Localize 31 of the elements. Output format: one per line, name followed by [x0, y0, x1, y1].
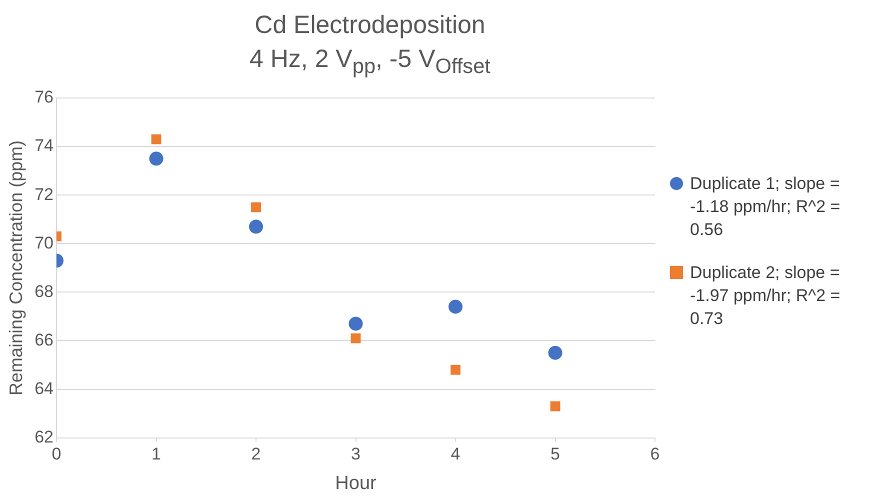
y-tick-label: 66: [34, 330, 54, 350]
point: [350, 333, 361, 344]
x-axis-title: Hour: [335, 472, 378, 494]
legend-label: Duplicate 2; slope = -1.97 ppm/hr; R^2 = 0.73: [690, 263, 840, 328]
chart-title: Cd Electrodeposition: [254, 10, 486, 41]
y-axis-title: Remaining Concentration (ppm): [6, 140, 26, 396]
x-tick-label: 3: [351, 444, 360, 464]
y-tick-label: 62: [34, 427, 54, 446]
point: [149, 152, 164, 166]
point: [251, 202, 261, 212]
x-tick-label: 6: [650, 444, 660, 464]
x-tick-label: 4: [450, 444, 460, 464]
y-tick-label: 68: [34, 282, 54, 301]
point: [448, 300, 463, 314]
y-tick-label: 72: [34, 184, 54, 204]
x-tick-label: 5: [550, 444, 560, 464]
point: [450, 364, 460, 375]
chart-subtitle: 4 Hz, 2 V$_{pp}$, -5 V$_{Offset}$: [248, 44, 492, 80]
y-tick-label: 76: [34, 88, 54, 107]
y-tick-label: 70: [34, 233, 54, 252]
y-tick-label: 64: [34, 378, 54, 398]
x-tick-label: 2: [251, 444, 261, 464]
point: [548, 346, 562, 360]
x-tick-label: 1: [152, 444, 161, 464]
x-tick-label: 0: [52, 444, 62, 464]
point: [151, 134, 162, 144]
point: [348, 316, 363, 331]
legend-label: Duplicate 1; slope = -1.18 ppm/hr; R^2 = 0.56: [690, 174, 840, 239]
y-tick-label: 74: [34, 136, 54, 156]
point: [249, 220, 264, 234]
point: [550, 401, 560, 412]
